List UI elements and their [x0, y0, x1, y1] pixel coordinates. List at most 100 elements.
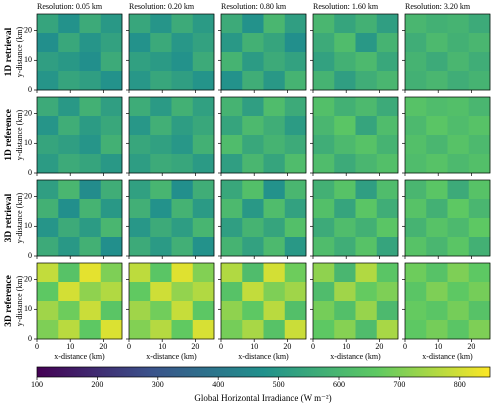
- heatmap-cell: [426, 135, 448, 155]
- panel-frame: [128, 179, 215, 257]
- heatmap-cell: [468, 116, 491, 136]
- heatmap-cell: [221, 14, 243, 34]
- heatmap-cell: [313, 71, 335, 91]
- heatmap-cell: [313, 154, 335, 174]
- panel-frame: [312, 179, 399, 257]
- heatmap-cell: [355, 71, 378, 91]
- heatmap-cell: [405, 135, 427, 155]
- colorbar: [36, 366, 491, 378]
- heatmap-cell: [171, 199, 194, 219]
- heatmap-cell: [192, 282, 215, 302]
- heatmap-cell: [426, 237, 448, 257]
- heatmap-cell: [171, 154, 194, 174]
- y-tick-label: 0: [28, 168, 32, 177]
- heatmap-cell: [100, 116, 123, 136]
- heatmap-cell: [447, 282, 470, 302]
- heatmap-cell: [355, 199, 378, 219]
- heatmap-cell: [263, 14, 286, 34]
- heatmap-cell: [100, 237, 123, 257]
- heatmap-cell: [447, 199, 470, 219]
- heatmap-cell: [79, 237, 102, 257]
- panel-frame: [128, 96, 215, 174]
- heatmap-cell: [58, 320, 80, 340]
- heatmap-cell: [100, 199, 123, 219]
- heatmap-cell: [313, 14, 335, 34]
- heatmap-cell: [242, 135, 264, 155]
- heatmap-cell: [284, 71, 307, 91]
- colorbar-tick-label: 200: [91, 380, 103, 389]
- heatmap-cell: [221, 199, 243, 219]
- heatmap-cell: [355, 320, 378, 340]
- heatmap-cell: [37, 33, 59, 53]
- heatmap-cell: [37, 320, 59, 340]
- heatmap-cell: [284, 180, 307, 200]
- y-tick-label: 0: [28, 334, 32, 343]
- heatmap-cell: [171, 33, 194, 53]
- heatmap-cell: [129, 116, 151, 136]
- heatmap-cell: [129, 71, 151, 91]
- heatmap-cell: [242, 301, 264, 321]
- heatmap-cell: [263, 199, 286, 219]
- x-tick-label: 20: [467, 342, 475, 351]
- heatmap-cell: [192, 33, 215, 53]
- heatmap-cell: [468, 154, 491, 174]
- heatmap-cell: [192, 52, 215, 72]
- heatmap-cell: [405, 237, 427, 257]
- heatmap-cell: [150, 71, 172, 91]
- panel-frame: [404, 96, 491, 174]
- heatmap-cell: [129, 301, 151, 321]
- heatmap-cell: [171, 218, 194, 238]
- heatmap-cell: [334, 237, 356, 257]
- heatmap-cell: [426, 33, 448, 53]
- heatmap-cell: [171, 237, 194, 257]
- heatmap-cell: [355, 116, 378, 136]
- panel-frame: [404, 262, 491, 340]
- heatmap-cell: [334, 218, 356, 238]
- panel-frame: [36, 96, 123, 174]
- heatmap-cell: [79, 320, 102, 340]
- heatmap-cell: [221, 282, 243, 302]
- heatmap-cell: [376, 320, 399, 340]
- panel-frame: [128, 262, 215, 340]
- heatmap-cell: [150, 135, 172, 155]
- heatmap-cell: [192, 97, 215, 117]
- heatmap-cell: [192, 301, 215, 321]
- heatmap-cell: [221, 263, 243, 283]
- heatmap-cell: [334, 135, 356, 155]
- heatmap-cell: [221, 218, 243, 238]
- x-tick-label: 0: [219, 342, 223, 351]
- heatmap-cell: [334, 14, 356, 34]
- heatmap-cell: [426, 154, 448, 174]
- heatmap-cell: [334, 263, 356, 283]
- heatmap-cell: [37, 116, 59, 136]
- heatmap-cell: [150, 218, 172, 238]
- heatmap-cell: [426, 116, 448, 136]
- heatmap-cell: [150, 199, 172, 219]
- heatmap-cell: [221, 71, 243, 91]
- heatmap-cell: [263, 97, 286, 117]
- heatmap-cell: [79, 154, 102, 174]
- heatmap-cell: [192, 135, 215, 155]
- heatmap-cell: [376, 237, 399, 257]
- colorbar-tick-label: 800: [454, 380, 466, 389]
- colorbar-label: Global Horizontal Irradiance (W m⁻²): [194, 393, 331, 403]
- heatmap-cell: [171, 14, 194, 34]
- heatmap-cell: [192, 14, 215, 34]
- heatmap-cell: [284, 135, 307, 155]
- y-tick-label: 20: [24, 191, 32, 200]
- heatmap-cell: [79, 116, 102, 136]
- heatmap-cell: [100, 301, 123, 321]
- heatmap-cell: [150, 320, 172, 340]
- heatmap-cell: [284, 116, 307, 136]
- heatmap-cell: [129, 263, 151, 283]
- heatmap-cell: [242, 52, 264, 72]
- heatmap-cell: [58, 97, 80, 117]
- heatmap-cell: [376, 282, 399, 302]
- panel-frame: [36, 13, 123, 91]
- panel-frame: [404, 13, 491, 91]
- heatmap-cell: [376, 301, 399, 321]
- heatmap-cell: [376, 180, 399, 200]
- heatmap-cell: [376, 263, 399, 283]
- row-label: 3D retrieval: [4, 193, 14, 242]
